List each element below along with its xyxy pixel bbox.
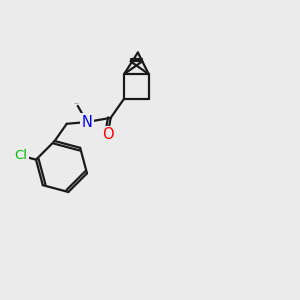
Text: N: N <box>82 115 92 130</box>
Text: methyl: methyl <box>75 102 80 104</box>
Text: Cl: Cl <box>14 149 27 162</box>
Text: O: O <box>102 128 113 142</box>
